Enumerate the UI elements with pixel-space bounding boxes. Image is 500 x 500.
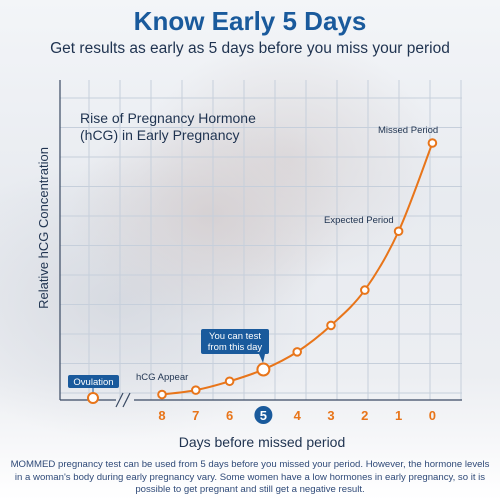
- test-callout: [201, 329, 269, 354]
- test-callout-line-1: You can test: [209, 331, 261, 342]
- chart-title-line-1: Rise of Pregnancy Hormone: [80, 110, 256, 126]
- chart-title-line-2: (hCG) in Early Pregnancy: [80, 127, 240, 143]
- ovulation-label: Ovulation: [73, 377, 113, 388]
- highlight-tick-badge: [254, 406, 273, 424]
- x-tick-label: 1: [395, 408, 402, 423]
- axis-break-mark-1: [115, 392, 124, 408]
- subheadline: Get results as early as 5 days before yo…: [50, 40, 450, 57]
- annotation-expected-period: Expected Period: [324, 215, 394, 226]
- data-point: [360, 285, 370, 295]
- x-tick-label: 0: [429, 408, 436, 423]
- annotation-hcg-appear: hCG Appear: [136, 372, 188, 383]
- ovulation-marker: [87, 392, 99, 404]
- y-axis-label: Relative hCG Concentration: [36, 147, 51, 309]
- data-point: [224, 376, 235, 387]
- data-point: [157, 389, 167, 400]
- x-tick-label: 8: [158, 408, 165, 423]
- data-point: [393, 226, 404, 237]
- hcg-curve-line: [161, 142, 434, 396]
- x-tick-label: 7: [192, 408, 199, 423]
- x-tick-label: 6: [226, 408, 233, 423]
- data-point: [191, 385, 201, 395]
- axis-break-mark-2: [122, 392, 131, 408]
- disclaimer-footnote: MOMMED pregnancy test can be used from 5…: [10, 459, 490, 495]
- x-tick-labels: 8 7 6 5 4 3 2 1 0: [158, 406, 436, 424]
- test-callout-pointer: [259, 354, 265, 363]
- annotation-missed-period: Missed Period: [378, 125, 438, 136]
- x-tick-label: 3: [327, 408, 334, 423]
- test-callout-line-2: from this day: [208, 342, 263, 353]
- x-axis-label: Days before missed period: [179, 434, 346, 450]
- data-point: [427, 138, 438, 148]
- x-tick-label: 5: [260, 408, 267, 423]
- data-point: [292, 347, 303, 357]
- x-tick-label: 4: [294, 408, 302, 423]
- ovulation-badge: [68, 375, 119, 388]
- data-point-highlight: [256, 362, 271, 377]
- headline: Know Early 5 Days: [133, 6, 367, 36]
- data-point: [326, 320, 336, 331]
- x-tick-label: 2: [361, 408, 368, 423]
- hcg-series: [157, 138, 438, 400]
